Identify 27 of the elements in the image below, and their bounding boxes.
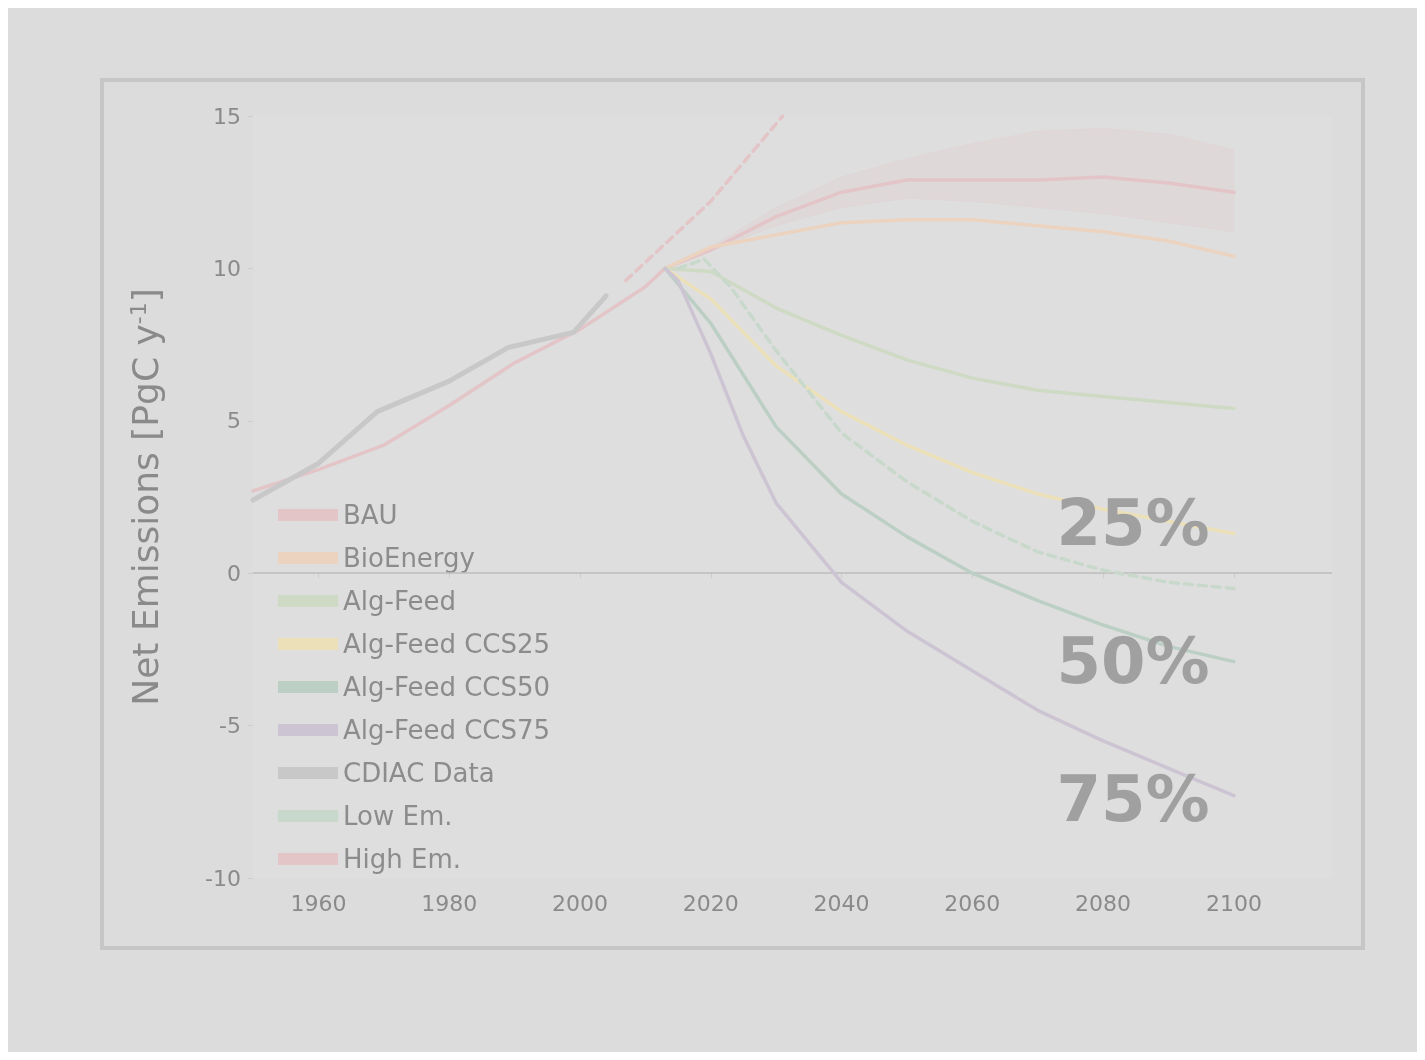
y-tick-label: -5: [219, 713, 241, 739]
annotation: 25%: [1056, 486, 1210, 560]
x-tick-label: 2040: [813, 890, 870, 916]
y-tick-label: 5: [227, 408, 241, 434]
x-tick-label: 2080: [1075, 890, 1132, 916]
legend-label: BioEnergy: [343, 543, 475, 573]
y-axis-title: Net Emissions [PgC y-1]: [124, 288, 166, 706]
legend-label: Alg-Feed CCS50: [343, 672, 551, 702]
annotation: 75%: [1056, 762, 1210, 836]
x-tick-label: 1960: [290, 890, 347, 916]
legend-label: Low Em.: [343, 801, 453, 831]
legend-label: Alg-Feed CCS75: [343, 715, 551, 745]
y-tick-label: 15: [213, 103, 241, 129]
annotation: 50%: [1056, 624, 1210, 698]
y-tick-label: 10: [213, 255, 241, 281]
legend-label: Alg-Feed CCS25: [343, 629, 551, 659]
x-tick-label: 2060: [944, 890, 1001, 916]
x-tick-label: 1980: [421, 890, 478, 916]
legend-label: CDIAC Data: [343, 758, 495, 788]
x-tick-label: 2020: [682, 890, 739, 916]
y-tick-label: -10: [205, 865, 241, 891]
legend-label: BAU: [343, 500, 398, 530]
x-tick-label: 2100: [1205, 890, 1262, 916]
legend-label: High Em.: [343, 844, 462, 874]
legend-label: Alg-Feed: [343, 586, 456, 616]
y-tick-label: 0: [227, 560, 241, 586]
x-tick-label: 2000: [551, 890, 608, 916]
